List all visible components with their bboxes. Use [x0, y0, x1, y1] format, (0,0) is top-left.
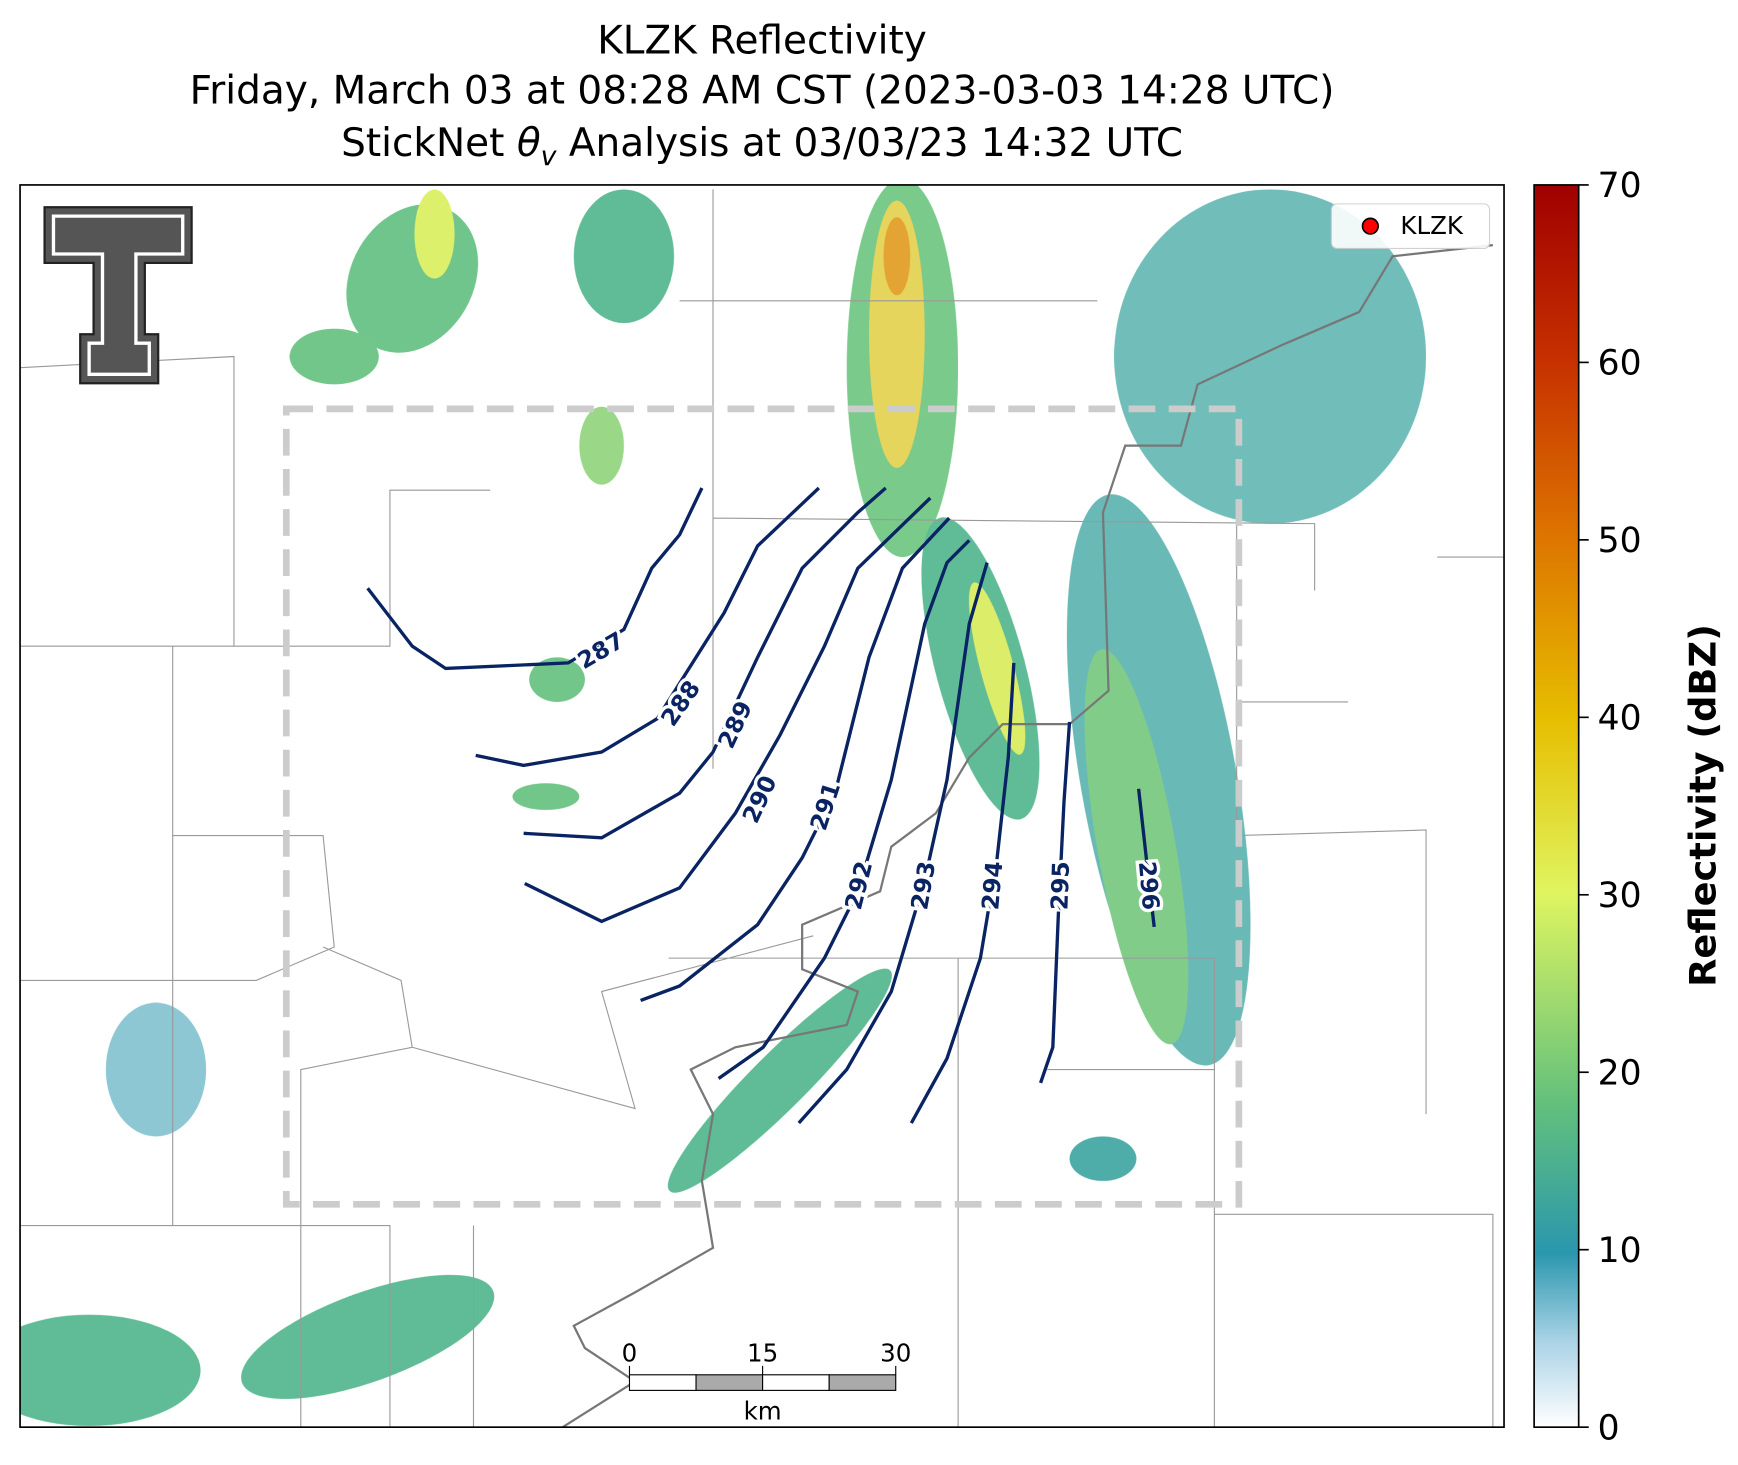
contour-line: [366, 487, 704, 671]
colorbar-tick-label: 20: [1598, 1053, 1642, 1093]
scale-tick-label: 30: [880, 1338, 911, 1367]
contour-line: [524, 496, 932, 924]
contour-label: 294: [976, 860, 1008, 911]
contour-line: [717, 539, 971, 1080]
colorbar-tick-label: 50: [1598, 521, 1642, 561]
title-line-2: Friday, March 03 at 08:28 AM CST (2023-0…: [190, 69, 1335, 114]
scale-tick-label: 0: [622, 1338, 638, 1367]
radar-echoes: [20, 184, 1427, 1427]
map-frame: [19, 184, 1505, 1428]
legend-label: KLZK: [1400, 211, 1463, 240]
title-symbol: θ: [517, 121, 541, 166]
scale-tick-label: 15: [747, 1338, 778, 1367]
colorbar: [1533, 184, 1580, 1428]
scale-unit: km: [744, 1396, 782, 1425]
colorbar-tick-label: 40: [1598, 699, 1642, 739]
scale-segment: [695, 1374, 764, 1391]
title-line-1: KLZK Reflectivity: [597, 18, 927, 63]
contour-line: [523, 486, 887, 840]
colorbar-tick-label: 30: [1598, 876, 1642, 916]
colorbar-tick-label: 60: [1598, 344, 1642, 384]
contour-line: [909, 662, 1016, 1124]
title-subscript: v: [541, 141, 558, 172]
legend-marker: [1361, 217, 1379, 235]
title-line-3: StickNet θv Analysis at 03/03/23 14:32 U…: [341, 121, 1183, 172]
scale-segment: [762, 1374, 830, 1391]
contour-line: [640, 516, 951, 1003]
scale-segment: [628, 1374, 697, 1391]
contour-label: 296: [1133, 860, 1165, 911]
scale-segment: [828, 1374, 897, 1391]
contour-label: 295: [1045, 861, 1075, 911]
scale-bar: 0 15 30 km: [622, 1338, 912, 1425]
figure: KLZK Reflectivity Friday, March 03 at 08…: [19, 18, 1725, 1448]
contour-line: [797, 562, 989, 1125]
title-prefix: StickNet: [341, 121, 517, 166]
logo: [43, 206, 193, 385]
colorbar-tick-label: 0: [1598, 1408, 1620, 1448]
legend-box: [1330, 203, 1491, 250]
contour-line: [475, 486, 821, 768]
colorbar-label: Reflectivity (dBZ): [1682, 624, 1725, 987]
county-lines: [20, 189, 1505, 1428]
state-border: [562, 243, 1494, 1428]
contour-line: [1038, 721, 1072, 1084]
contour-line: [1136, 788, 1156, 928]
colorbar-tick-label: 70: [1598, 166, 1642, 206]
colorbar-tick-label: 10: [1598, 1231, 1642, 1271]
colorbar-ticks: 0 10 20 30 40 50 60 70: [1578, 166, 1642, 1448]
title-suffix: Analysis at 03/03/23 14:32 UTC: [556, 121, 1182, 166]
legend: KLZK: [1330, 203, 1491, 250]
analysis-domain: [282, 405, 1243, 1208]
